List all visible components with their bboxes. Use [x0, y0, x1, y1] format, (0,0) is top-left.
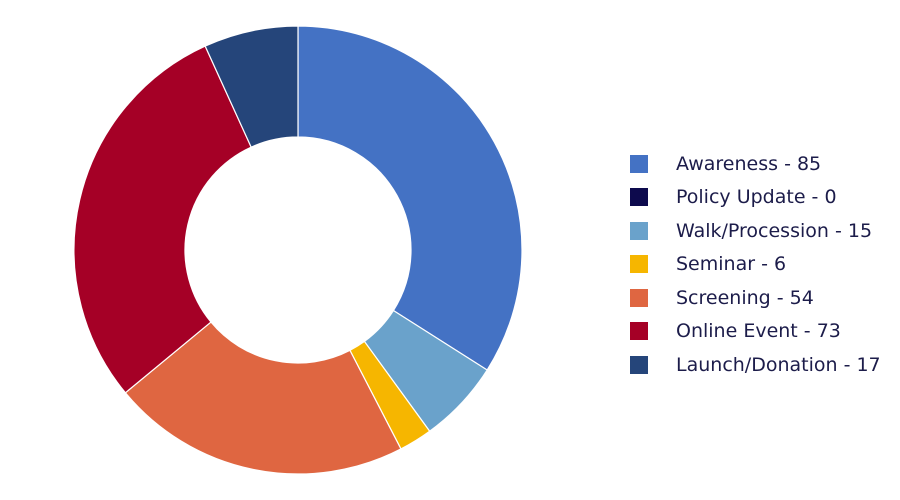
donut-chart: [73, 25, 523, 475]
legend-item-walk-procession: Walk/Procession - 15: [630, 214, 895, 248]
legend-label: Seminar - 6: [676, 253, 787, 276]
legend-swatch: [630, 255, 648, 274]
donut-slice-awareness: [297, 25, 523, 371]
legend-item-online-event: Online Event - 73: [630, 315, 895, 349]
legend: Awareness - 85 Policy Update - 0 Walk/Pr…: [630, 147, 895, 382]
legend-label: Launch/Donation - 17: [676, 353, 881, 376]
legend-item-launch-donation: Launch/Donation - 17: [630, 348, 895, 382]
legend-swatch: [630, 154, 648, 173]
legend-item-screening: Screening - 54: [630, 281, 895, 315]
donut-slice-launch-donation: [204, 25, 299, 148]
legend-swatch: [630, 288, 648, 307]
legend-label: Walk/Procession - 15: [676, 219, 873, 242]
legend-swatch: [630, 188, 648, 207]
legend-item-awareness: Awareness - 85: [630, 147, 895, 181]
legend-label: Policy Update - 0: [676, 186, 837, 209]
donut-slice-screening: [124, 321, 402, 475]
legend-label: Screening - 54: [676, 286, 814, 309]
legend-label: Awareness - 85: [676, 152, 822, 175]
legend-swatch: [630, 355, 648, 374]
donut-slice-online-event: [73, 45, 252, 394]
legend-swatch: [630, 221, 648, 240]
legend-item-seminar: Seminar - 6: [630, 248, 895, 282]
legend-label: Online Event - 73: [676, 320, 841, 343]
legend-item-policy-update: Policy Update - 0: [630, 181, 895, 215]
legend-swatch: [630, 322, 648, 341]
